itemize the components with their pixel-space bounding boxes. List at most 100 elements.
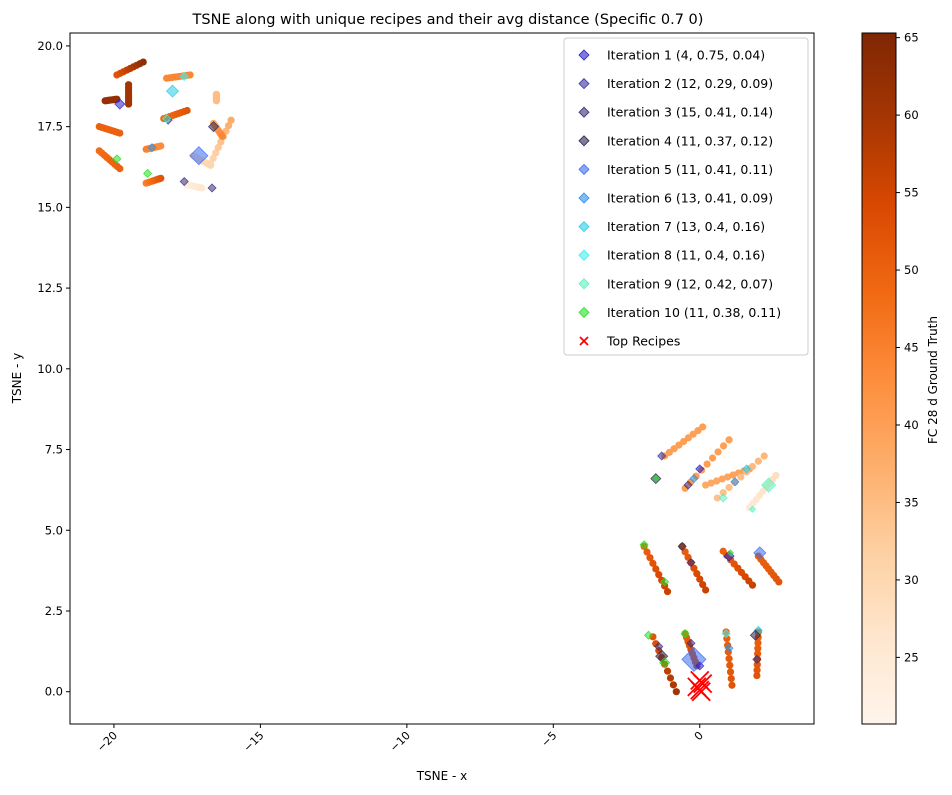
iteration-marker [165,84,180,98]
chart-title: TSNE along with unique recipes and their… [192,12,704,28]
x-axis: −20 −15 −10 −5 0 [94,724,706,755]
data-point [124,100,133,108]
data-point [116,165,124,173]
data-point [737,473,745,481]
legend-label: Iteration 4 (11, 0.37, 0.12) [607,133,773,148]
iteration-marker [659,657,671,669]
iteration-marker [742,464,752,474]
y-axis-label: TSNE - y [10,353,24,405]
legend-label: Iteration 10 (11, 0.38, 0.11) [607,305,781,320]
iteration-marker [657,451,667,461]
iteration-marker [147,143,157,153]
iteration-marker [721,629,731,639]
iteration-marker [752,654,762,664]
data-point [772,471,780,479]
iteration-marker [726,549,735,557]
data-point [693,570,701,578]
iteration-marker [143,168,153,179]
y-tick-label: 15.0 [37,200,63,214]
colorbar-label: FC 28 d Ground Truth [926,316,940,444]
colorbar-tick-label: 55 [904,186,919,200]
colorbar-tick-label: 65 [904,31,919,45]
x-tick-label: −5 [539,729,560,750]
data-point [754,457,762,465]
data-point [198,184,206,192]
y-tick-label: 2.5 [45,604,63,618]
data-point [727,674,735,683]
data-point [663,667,672,675]
data-point [753,666,761,674]
legend-marker [578,306,590,318]
iteration-marker [686,557,696,568]
colorbar-tick-label: 30 [904,573,919,587]
data-point [649,559,657,567]
data-point [646,554,654,562]
data-point [702,586,710,594]
colorbar-tick-label: 45 [904,341,919,355]
legend-label: Iteration 7 (13, 0.4, 0.16) [607,219,765,234]
data-point [708,454,717,462]
x-axis-label: TSNE - x [416,769,468,783]
data-point [714,448,722,456]
legend-label: Iteration 5 (11, 0.41, 0.11) [607,162,773,177]
iteration-marker [112,154,122,164]
iteration-marker [718,493,728,503]
iteration-marker [724,643,734,653]
iteration-marker [652,475,660,483]
data-point [753,671,761,680]
x-tick-label: 0 [692,729,706,743]
legend-label: Iteration 8 (11, 0.4, 0.16) [607,248,765,263]
iteration-marker [695,464,705,474]
data-point [719,489,727,497]
data-point [723,473,732,481]
y-tick-label: 12.5 [37,281,63,295]
iteration-marker [179,176,189,187]
data-point [699,423,707,431]
data-point [116,129,124,137]
iteration-marker [639,540,649,550]
data-point [227,116,235,124]
legend-marker [578,221,590,233]
data-point [718,475,726,483]
iteration-marker [114,98,126,110]
iteration-marker [207,121,220,133]
data-point [643,548,651,556]
legend-marker [578,106,590,118]
colorbar-gradient [861,32,897,725]
data-point [713,477,721,485]
data-points-layer [95,58,783,696]
data-point [707,479,715,487]
data-point [684,553,692,561]
y-tick-label: 7.5 [45,443,63,457]
data-point [183,106,191,115]
y-tick-label: 17.5 [37,120,63,134]
y-axis: 0.0 2.5 5.0 7.5 10.0 12.5 15.0 17.5 20.0 [37,39,70,699]
legend-label: Top Recipes [606,334,680,349]
legend-label: Iteration 3 (15, 0.41, 0.14) [607,105,773,120]
data-point [690,564,698,572]
data-point [212,90,221,98]
iteration-marker [162,114,172,124]
data-point [754,650,762,658]
data-point [729,471,737,479]
data-point [157,174,165,182]
colorbar-tick-label: 50 [904,263,919,277]
iteration-marker [686,638,696,648]
x-tick-label: −10 [387,729,413,755]
iteration-marker [189,146,209,166]
iteration-marker [660,577,670,587]
data-point [699,580,707,589]
iteration-marker [643,630,654,640]
iteration-marker [683,480,693,490]
data-point [775,578,783,586]
data-point [214,143,222,152]
data-point [753,661,761,669]
iteration-marker [677,541,687,551]
data-point [725,655,733,663]
data-point [655,571,663,579]
y-tick-label: 20.0 [37,39,63,53]
data-point [702,481,710,489]
data-point [713,494,721,502]
y-tick-label: 5.0 [45,523,63,537]
data-point [217,138,225,146]
